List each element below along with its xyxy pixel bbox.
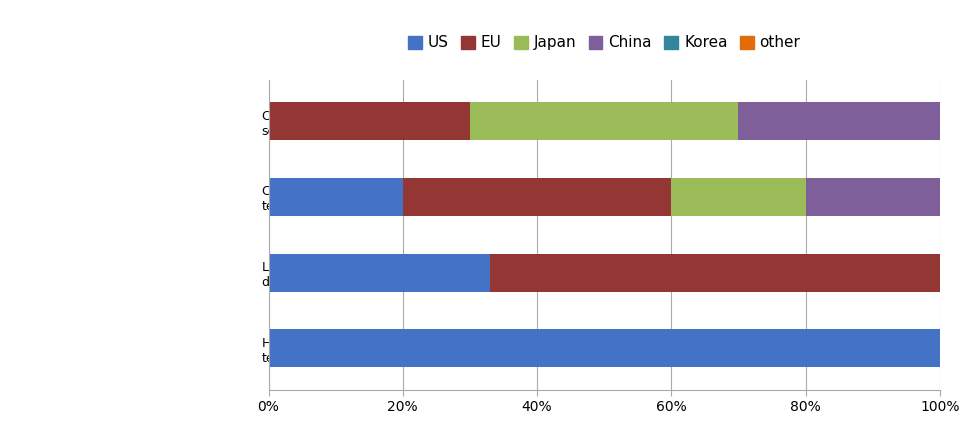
Legend: US, EU, Japan, China, Korea, other: US, EU, Japan, China, Korea, other: [402, 29, 807, 57]
Bar: [269, 254, 490, 291]
Bar: [490, 254, 940, 291]
Bar: [269, 329, 940, 367]
Bar: [738, 102, 940, 140]
Bar: [470, 102, 738, 140]
Bar: [269, 178, 403, 216]
Bar: [671, 178, 806, 216]
Bar: [403, 178, 671, 216]
Bar: [269, 102, 470, 140]
Bar: [806, 178, 940, 216]
